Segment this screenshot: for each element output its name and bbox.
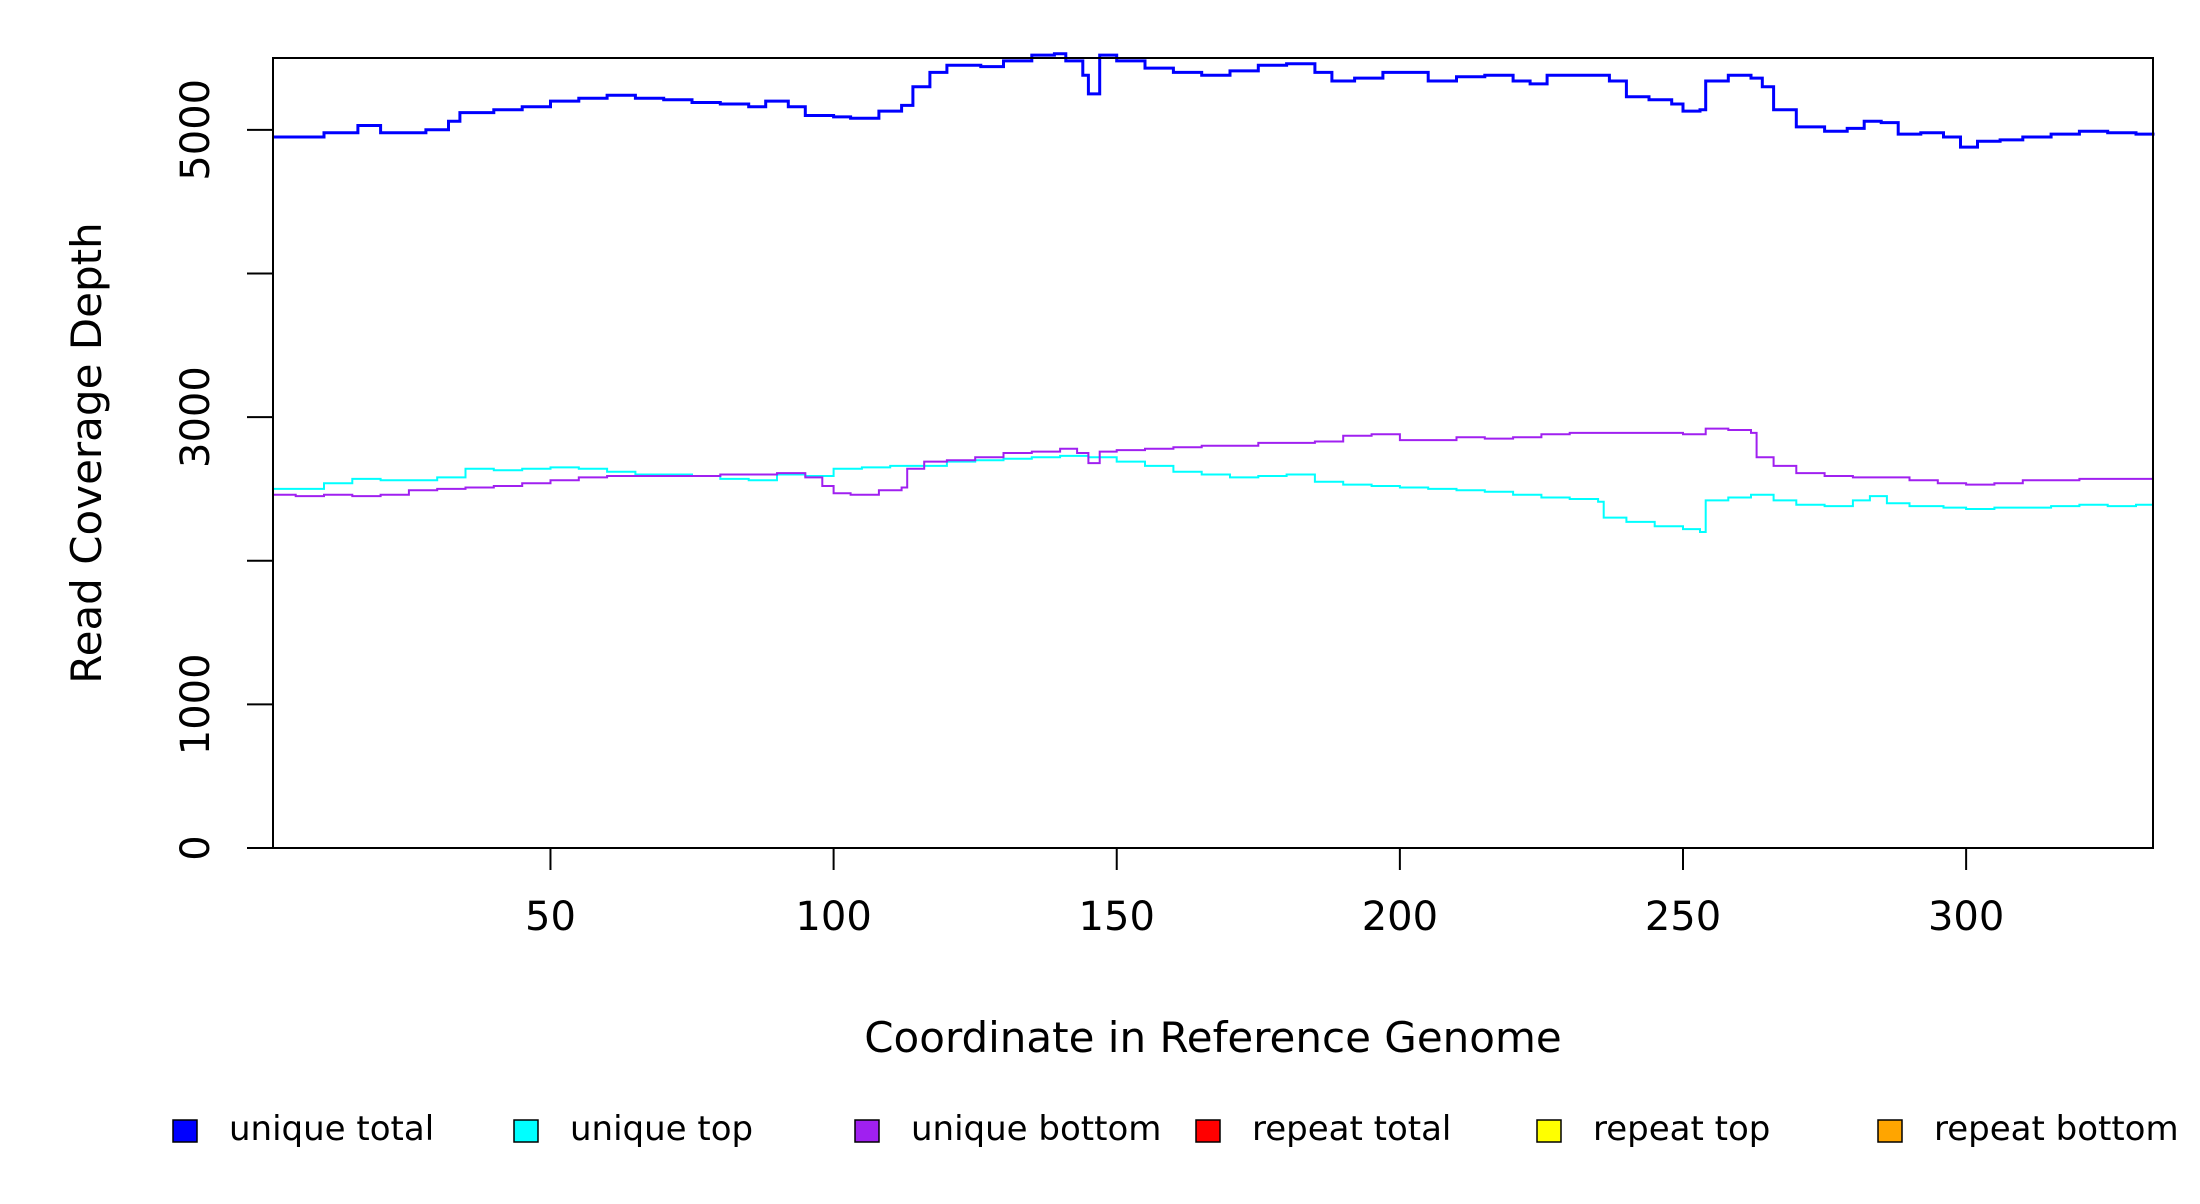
series-line-unique-top [273, 454, 2153, 533]
legend: unique total unique top unique bottom repea… [172, 1109, 2179, 1149]
x-axis-title: Coordinate in Reference Genome [864, 1013, 1562, 1062]
legend-swatch [1536, 1119, 1562, 1143]
legend-label: unique total [229, 1109, 434, 1149]
x-tick-label: 150 [1079, 894, 1155, 940]
legend-swatch [172, 1119, 198, 1143]
legend-swatch [1195, 1119, 1221, 1143]
y-axis: 0 1000 3000 5000 [173, 79, 273, 861]
x-tick-label: 300 [1928, 894, 2004, 940]
legend-label: repeat bottom [1934, 1109, 2179, 1149]
legend-swatch [854, 1119, 880, 1143]
series-line-unique-total [273, 52, 2155, 149]
y-tick-label: 0 [173, 835, 219, 860]
plot-frame [272, 57, 2154, 849]
series-line-unique-bottom [273, 427, 2153, 498]
y-axis-title: Read Coverage Depth [62, 222, 111, 683]
legend-label: unique top [570, 1109, 753, 1149]
series-layer [273, 52, 2155, 849]
x-tick-label: 100 [795, 894, 871, 940]
y-tick-label: 1000 [173, 653, 219, 755]
y-tick-label: 3000 [173, 366, 219, 468]
legend-swatch [1877, 1119, 1903, 1143]
legend-label: repeat top [1593, 1109, 1770, 1149]
y-tick-label: 5000 [173, 79, 219, 181]
legend-swatch [513, 1119, 539, 1143]
legend-label: unique bottom [911, 1109, 1161, 1149]
x-axis: 50 100 150 200 250 300 [525, 848, 2004, 940]
legend-label: repeat total [1252, 1109, 1451, 1149]
x-tick-label: 200 [1362, 894, 1438, 940]
x-tick-label: 250 [1645, 894, 1721, 940]
x-tick-label: 50 [525, 894, 576, 940]
